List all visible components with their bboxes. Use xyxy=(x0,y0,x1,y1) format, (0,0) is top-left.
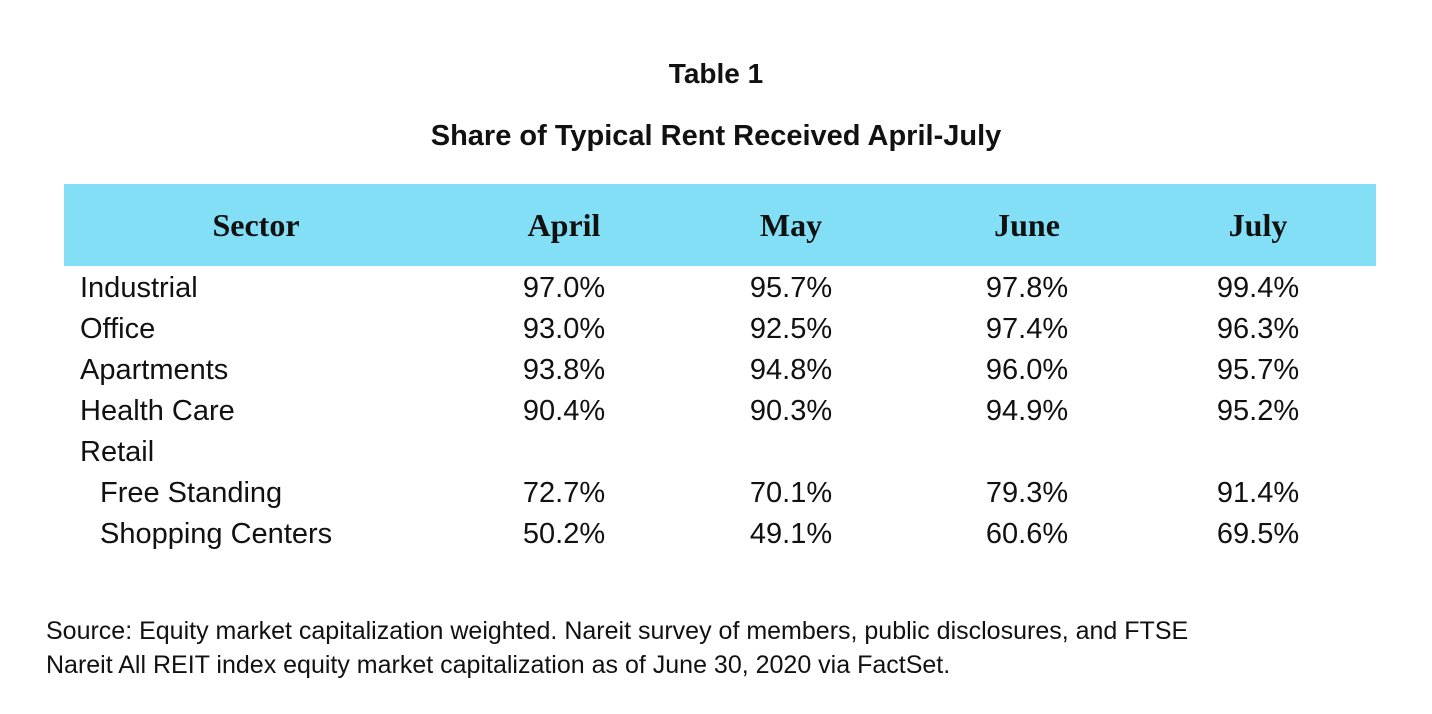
may-cell: 92.5% xyxy=(749,313,833,345)
table-row: Health Care 90.4% 90.3% 94.9% 95.2% xyxy=(0,391,1432,432)
april-cell: 50.2% xyxy=(522,518,606,550)
may-cell: 94.8% xyxy=(749,354,833,386)
source-note: Source: Equity market capitalization wei… xyxy=(46,614,1396,682)
table-row: Free Standing 72.7% 70.1% 79.3% 91.4% xyxy=(0,473,1432,514)
table-body: Industrial 97.0% 95.7% 97.8% 99.4% Offic… xyxy=(0,268,1432,555)
july-cell: 69.5% xyxy=(1216,518,1300,550)
july-cell: 95.7% xyxy=(1216,354,1300,386)
table-row: Industrial 97.0% 95.7% 97.8% 99.4% xyxy=(0,268,1432,309)
july-cell: 96.3% xyxy=(1216,313,1300,345)
june-cell: 97.4% xyxy=(985,313,1069,345)
source-line-2: Nareit All REIT index equity market capi… xyxy=(46,651,951,679)
sector-cell: Industrial xyxy=(80,272,198,304)
column-header-sector: Sector xyxy=(212,207,300,243)
sector-cell: Health Care xyxy=(80,395,235,427)
may-cell: 70.1% xyxy=(749,477,833,509)
column-header-may: May xyxy=(759,207,823,243)
table-row: Shopping Centers 50.2% 49.1% 60.6% 69.5% xyxy=(0,514,1432,555)
table-header-row: Sector April May June July xyxy=(64,184,1376,266)
column-header-july: July xyxy=(1228,207,1288,243)
table-title: Share of Typical Rent Received April-Jul… xyxy=(430,120,1002,152)
source-line-1: Source: Equity market capitalization wei… xyxy=(46,617,1189,645)
may-cell: 90.3% xyxy=(749,395,833,427)
april-cell: 93.0% xyxy=(522,313,606,345)
sector-cell: Apartments xyxy=(80,354,229,386)
june-cell: 96.0% xyxy=(985,354,1069,386)
table-row-group-header: Retail xyxy=(0,432,1432,473)
column-header-april: April xyxy=(527,207,601,243)
column-header-june: June xyxy=(994,207,1060,243)
june-cell: 94.9% xyxy=(985,395,1069,427)
subsector-cell: Free Standing xyxy=(100,477,283,509)
may-cell: 95.7% xyxy=(749,272,833,304)
april-cell: 72.7% xyxy=(522,477,606,509)
may-cell: 49.1% xyxy=(749,518,833,550)
july-cell: 99.4% xyxy=(1216,272,1300,304)
sector-cell: Office xyxy=(80,313,156,345)
subsector-cell: Shopping Centers xyxy=(100,518,333,550)
july-cell: 91.4% xyxy=(1216,477,1300,509)
table-row: Office 93.0% 92.5% 97.4% 96.3% xyxy=(0,309,1432,350)
june-cell: 79.3% xyxy=(985,477,1069,509)
april-cell: 93.8% xyxy=(522,354,606,386)
table-number-label: Table 1 xyxy=(668,58,764,89)
sector-cell: Retail xyxy=(80,436,155,468)
april-cell: 90.4% xyxy=(522,395,606,427)
june-cell: 60.6% xyxy=(985,518,1069,550)
table-row: Apartments 93.8% 94.8% 96.0% 95.7% xyxy=(0,350,1432,391)
june-cell: 97.8% xyxy=(985,272,1069,304)
july-cell: 95.2% xyxy=(1216,395,1300,427)
april-cell: 97.0% xyxy=(522,272,606,304)
